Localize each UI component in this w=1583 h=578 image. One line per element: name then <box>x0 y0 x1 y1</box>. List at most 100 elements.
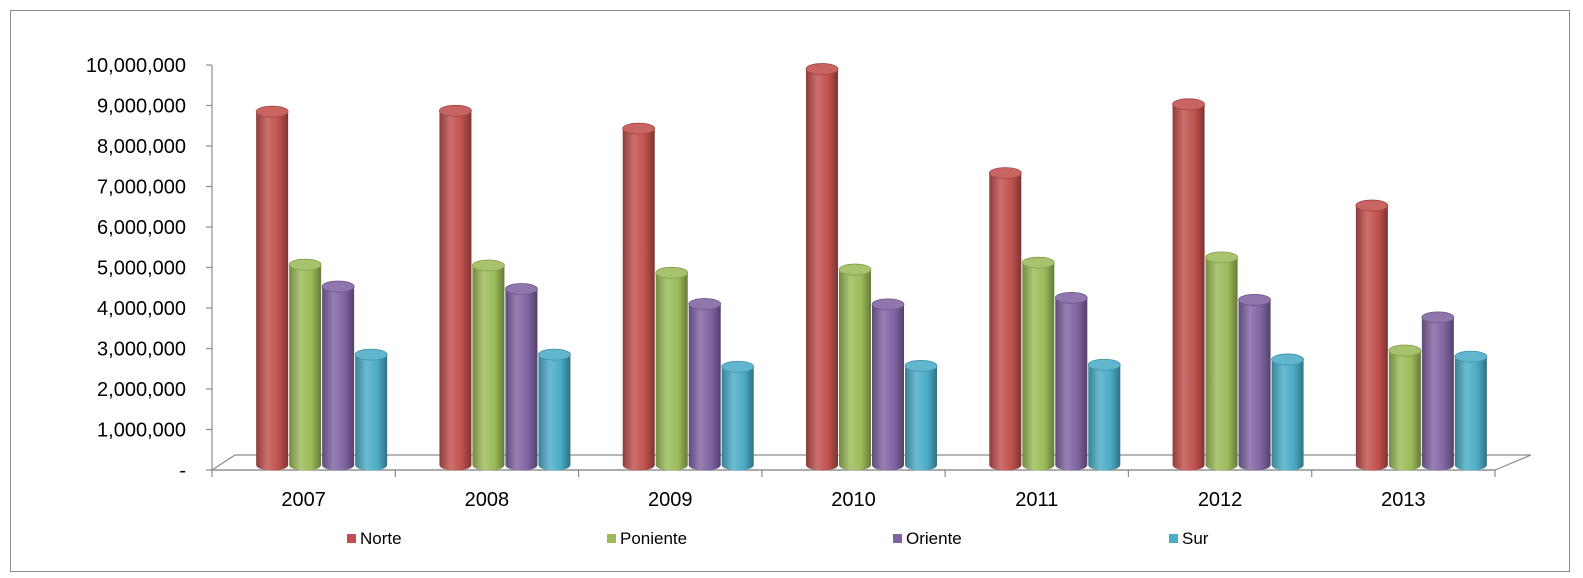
bar-poniente-2007 <box>288 258 322 471</box>
bar-sur-2008 <box>538 348 571 471</box>
bar-body <box>872 304 904 471</box>
legend-swatch <box>1169 534 1178 543</box>
bar-oriente-2009 <box>688 298 722 471</box>
bar-cap <box>838 263 872 276</box>
bar-body <box>622 128 655 471</box>
bar-poniente-2011 <box>1021 256 1055 471</box>
bar-body <box>256 111 289 471</box>
chart-frame: - 1,000,000 2,000,000 3,000,000 4,000,000 5,0… <box>10 10 1570 572</box>
bar-sur-2011 <box>1087 358 1121 471</box>
x-axis: 2007 2008 2009 2010 2011 2012 2013 <box>211 469 1496 511</box>
y-axis: - 1,000,000 2,000,000 3,000,000 4,000,000 5,0… <box>86 55 213 482</box>
bar-body <box>806 69 838 471</box>
y-tick-label: - <box>179 460 186 482</box>
x-tick-label-2010: 2010 <box>831 489 876 511</box>
bar-body <box>1022 262 1055 471</box>
bar-body <box>472 265 505 471</box>
bar-oriente-2008 <box>505 283 538 471</box>
bar-body <box>1088 364 1121 471</box>
legend-item-sur: Sur <box>1169 529 1209 548</box>
bar-norte-2008 <box>439 104 472 471</box>
bar-cap <box>1205 251 1238 264</box>
y-tick-label: 7,000,000 <box>97 177 186 199</box>
y-tick-label: 4,000,000 <box>97 298 186 320</box>
bar-cap <box>721 360 755 373</box>
bar-body <box>538 354 571 471</box>
x-tick-label-2013: 2013 <box>1381 489 1426 511</box>
y-tick-label: 3,000,000 <box>97 339 186 361</box>
legend-label: Poniente <box>620 529 687 548</box>
bar-cap <box>1087 358 1121 371</box>
bar-cap <box>1172 98 1205 111</box>
bar-poniente-2009 <box>655 266 689 471</box>
bar-cap <box>288 258 322 271</box>
bar-body <box>721 366 754 471</box>
bar-poniente-2010 <box>838 263 872 471</box>
y-tick-label: 6,000,000 <box>97 217 186 239</box>
legend-swatch <box>347 534 356 543</box>
bar-norte-2010 <box>805 63 839 471</box>
bar-body <box>1172 104 1205 471</box>
bar-body <box>1454 356 1487 471</box>
bar-body <box>505 288 538 471</box>
bar-norte-2012 <box>1172 98 1205 471</box>
bar-cap <box>988 167 1022 180</box>
bar-oriente-2011 <box>1054 291 1088 471</box>
bar-cap <box>688 298 722 310</box>
bar-sur-2009 <box>721 360 755 471</box>
bar-body <box>1055 297 1088 471</box>
bar-oriente-2010 <box>871 298 905 471</box>
bar-cap <box>439 104 472 117</box>
bar-cap <box>255 105 289 118</box>
bar-sur-2007 <box>354 348 388 471</box>
bar-cap <box>1454 350 1488 363</box>
y-tick-label: 2,000,000 <box>97 379 186 401</box>
bar-cap <box>1421 311 1455 324</box>
bar-cap <box>805 63 839 75</box>
bar-cap <box>1238 294 1271 306</box>
legend-item-oriente: Oriente <box>893 529 962 548</box>
bar-body <box>322 286 355 471</box>
bar-norte-2011 <box>988 167 1022 471</box>
bar-body <box>439 110 472 471</box>
legend-label: Oriente <box>906 529 962 548</box>
bar-body <box>1388 350 1421 471</box>
legend-swatch <box>893 534 902 543</box>
y-tick-label: 5,000,000 <box>97 258 186 280</box>
legend-swatch <box>607 534 616 543</box>
x-tick-label-2012: 2012 <box>1198 489 1243 511</box>
bar-body <box>1355 205 1388 471</box>
bar-body <box>289 264 322 471</box>
legend: Norte Poniente Oriente Sur <box>347 529 1209 548</box>
bar-cap <box>538 348 571 361</box>
y-tick-label: 8,000,000 <box>97 136 186 158</box>
bar-body <box>355 354 388 471</box>
bar-poniente-2013 <box>1388 344 1422 471</box>
bar-cap <box>1271 353 1304 366</box>
bar-poniente-2008 <box>472 259 505 471</box>
x-tick-label-2011: 2011 <box>1015 489 1058 511</box>
bar-cap <box>505 283 538 295</box>
chart-floor <box>209 454 1532 471</box>
bar-cap <box>904 360 938 372</box>
x-tick-label-2008: 2008 <box>465 489 510 511</box>
bar-body <box>1238 299 1271 471</box>
legend-item-poniente: Poniente <box>607 529 687 548</box>
bar-body <box>655 272 688 471</box>
bar-norte-2013 <box>1355 199 1389 471</box>
bar-norte-2009 <box>622 122 656 471</box>
bar-body <box>839 269 871 471</box>
x-tick-label-2009: 2009 <box>648 489 693 511</box>
bar-norte-2007 <box>255 105 289 471</box>
legend-item-norte: Norte <box>347 529 402 548</box>
legend-label: Sur <box>1182 529 1209 548</box>
bar-cap <box>1021 256 1055 269</box>
bar-cap <box>622 122 656 135</box>
bar-cap <box>321 280 355 293</box>
bar-cap <box>472 259 505 272</box>
bar-sur-2013 <box>1454 350 1488 471</box>
bar-body <box>1205 257 1238 471</box>
legend-label: Norte <box>360 529 402 548</box>
floor-plane <box>209 454 1532 471</box>
bar-body <box>1271 359 1304 471</box>
